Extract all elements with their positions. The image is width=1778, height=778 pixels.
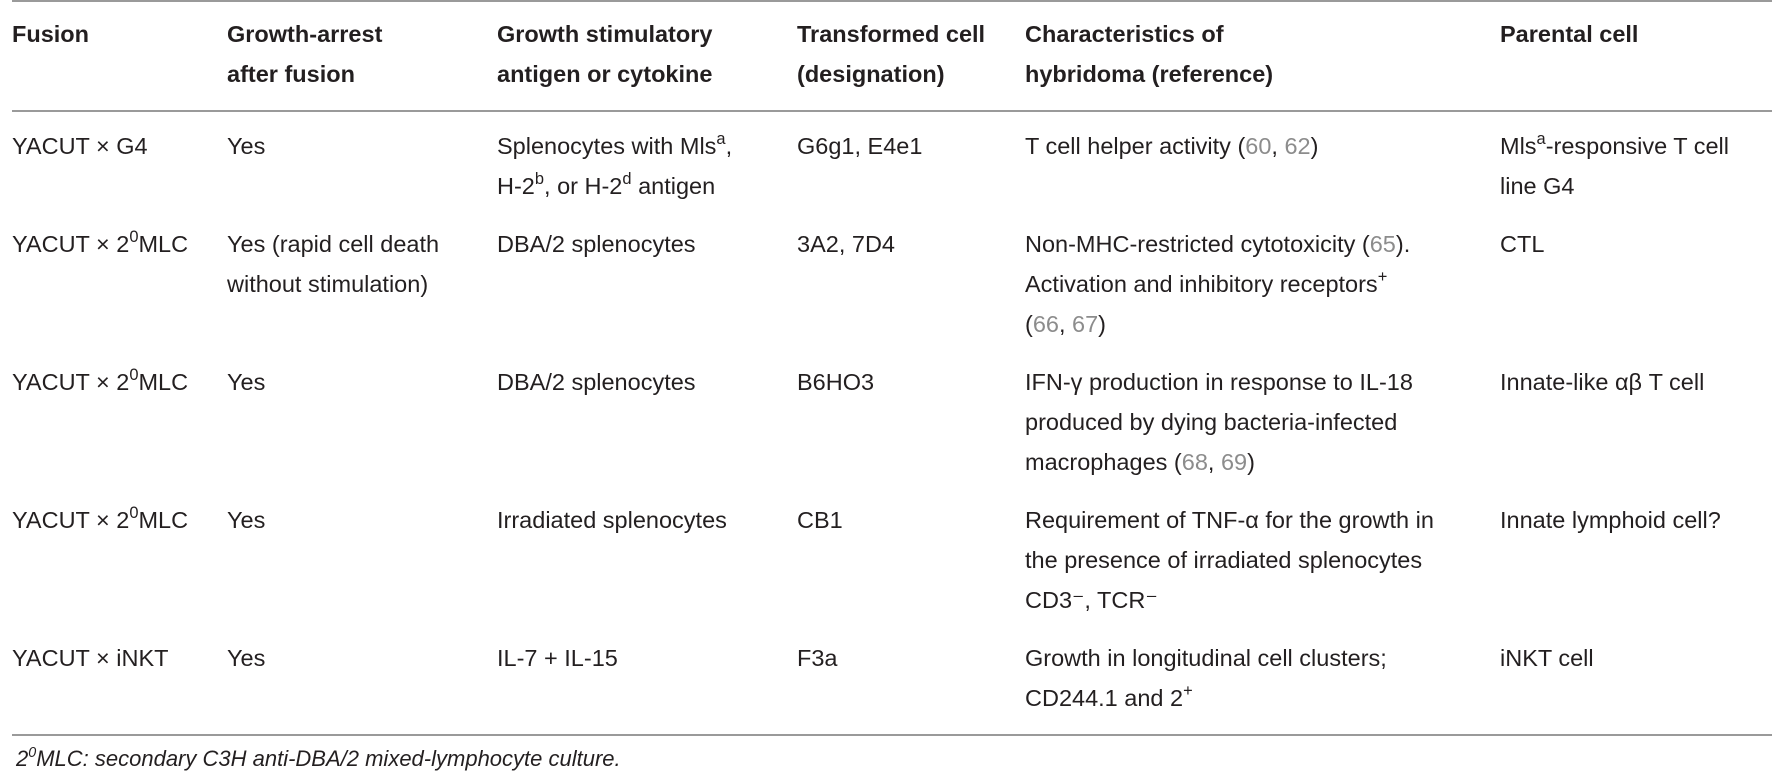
cell-characteristics: T cell helper activity (60, 62) — [1025, 133, 1319, 159]
cell-stimulatory: IL-7 + IL-15 — [497, 645, 618, 671]
cell-parental: Mlsa-responsive T cell line G4 — [1500, 130, 1729, 199]
table-footnote: 20MLC: secondary C3H anti-DBA/2 mixed-ly… — [16, 744, 621, 771]
table-container: Fusion Growth-arrest after fusion Growth … — [12, 0, 1772, 736]
cell-characteristics: Growth in longitudinal cell clusters; CD2… — [1025, 645, 1387, 711]
cell-stimulatory: Irradiated splenocytes — [497, 507, 727, 533]
header-row: Fusion Growth-arrest after fusion Growth … — [12, 1, 1772, 111]
cell-fusion: YACUT × G4 — [12, 133, 148, 159]
cell-growth-arrest: Yes — [227, 369, 266, 395]
cell-growth-arrest: Yes — [227, 507, 266, 533]
table-row: YACUT × 20MLC Yes DBA/2 splenocytes B6HO… — [12, 348, 1772, 486]
cell-stimulatory: DBA/2 splenocytes — [497, 231, 696, 257]
cell-transformed: B6HO3 — [797, 369, 875, 395]
cell-characteristics: Non-MHC-restricted cytotoxicity (65). Act… — [1025, 231, 1411, 337]
header-growth-arrest: Growth-arrest after fusion — [227, 21, 383, 87]
reference-link[interactable]: 66 — [1032, 311, 1059, 337]
header-characteristics: Characteristics of hybridoma (reference) — [1025, 21, 1274, 87]
cell-parental: Innate-like αβ T cell — [1500, 369, 1705, 395]
header-transformed-cell: Transformed cell (designation) — [797, 21, 986, 87]
reference-link[interactable]: 67 — [1072, 311, 1099, 337]
cell-transformed: CB1 — [797, 507, 843, 533]
header-growth-stimulatory: Growth stimulatory antigen or cytokine — [497, 21, 713, 87]
reference-link[interactable]: 65 — [1369, 231, 1396, 257]
cell-fusion: YACUT × iNKT — [12, 645, 169, 671]
cell-growth-arrest: Yes — [227, 133, 266, 159]
reference-link[interactable]: 68 — [1181, 449, 1208, 475]
cell-stimulatory: DBA/2 splenocytes — [497, 369, 696, 395]
cell-parental: Innate lymphoid cell? — [1500, 507, 1721, 533]
reference-link[interactable]: 69 — [1220, 449, 1248, 475]
cell-parental: iNKT cell — [1500, 645, 1594, 671]
cell-transformed: F3a — [797, 645, 838, 671]
hybridoma-table: Fusion Growth-arrest after fusion Growth … — [12, 0, 1772, 736]
reference-link[interactable]: 62 — [1284, 133, 1311, 159]
cell-fusion: YACUT × 20MLC — [12, 366, 189, 395]
table-row: YACUT × G4 Yes Splenocytes with Mlsa, H-2… — [12, 111, 1772, 210]
cell-characteristics: Requirement of TNF-α for the growth in th… — [1025, 507, 1434, 613]
reference-link[interactable]: 60 — [1245, 133, 1272, 159]
table-row: YACUT × iNKT Yes IL-7 + IL-15 F3a Growth… — [12, 624, 1772, 735]
table-body: YACUT × G4 Yes Splenocytes with Mlsa, H-2… — [12, 111, 1772, 735]
table-header: Fusion Growth-arrest after fusion Growth … — [12, 1, 1772, 111]
cell-transformed: 3A2, 7D4 — [797, 231, 895, 257]
cell-stimulatory: Splenocytes with Mlsa, H-2b, or H-2d anti… — [497, 130, 733, 199]
cell-parental: CTL — [1500, 231, 1545, 257]
table-row: YACUT × 20MLC Yes Irradiated splenocytes… — [12, 486, 1772, 624]
cell-transformed: G6g1, E4e1 — [797, 133, 923, 159]
header-parental-cell: Parental cell — [1500, 21, 1639, 47]
cell-growth-arrest: Yes — [227, 645, 266, 671]
table-row: YACUT × 20MLC Yes (rapid cell death witho… — [12, 210, 1772, 348]
cell-characteristics: IFN-γ production in response to IL-18 pro… — [1025, 369, 1413, 475]
cell-fusion: YACUT × 20MLC — [12, 504, 189, 533]
header-fusion: Fusion — [12, 21, 90, 47]
cell-growth-arrest: Yes (rapid cell death without stimulation… — [227, 231, 440, 297]
cell-fusion: YACUT × 20MLC — [12, 228, 189, 257]
